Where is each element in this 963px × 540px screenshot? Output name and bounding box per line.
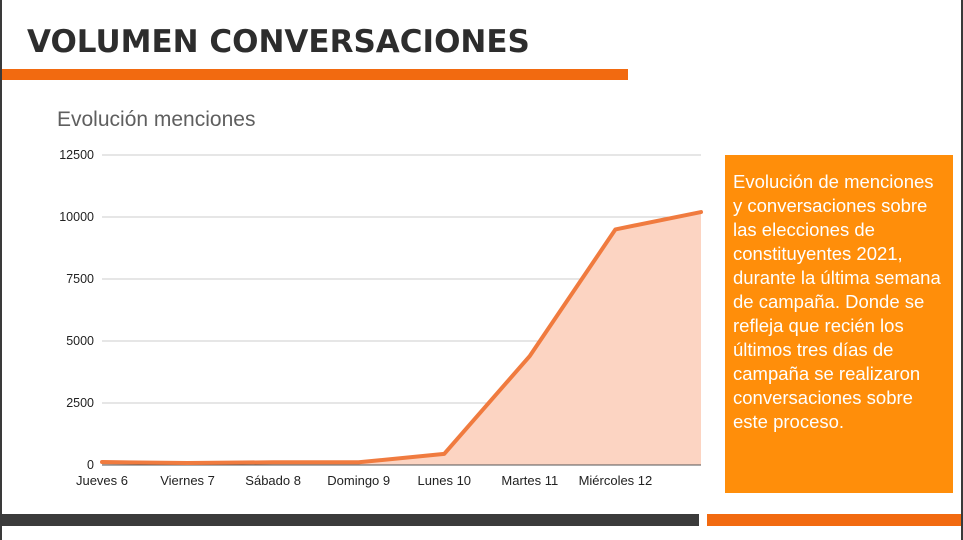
x-tick-label-3: Domingo 9: [327, 473, 390, 488]
x-tick-label-0: Jueves 6: [76, 473, 128, 488]
footer-bar-orange: [707, 514, 961, 526]
slide-frame-right: [961, 0, 963, 540]
slide-frame-left: [0, 0, 2, 540]
series-line: [100, 210, 703, 466]
x-tick-label-2: Sábado 8: [245, 473, 301, 488]
callout-box: Evolución de menciones y conversaciones …: [725, 155, 953, 493]
y-tick-label-0: 0: [87, 458, 94, 472]
callout-text: Evolución de menciones y conversaciones …: [733, 171, 941, 432]
footer-bar-dark: [2, 514, 699, 526]
y-tick-label-1: 2500: [66, 396, 94, 410]
title-underline: [2, 69, 628, 80]
y-tick-label-4: 10000: [59, 210, 94, 224]
y-tick-label-3: 7500: [66, 272, 94, 286]
x-tick-label-6: Miércoles 12: [579, 473, 653, 488]
y-tick-label-5: 12500: [59, 148, 94, 162]
chart-title: Evolución menciones: [57, 108, 256, 131]
y-tick-label-2: 5000: [66, 334, 94, 348]
x-tick-label-5: Martes 11: [501, 473, 558, 488]
series-area-fill: [102, 212, 701, 465]
slide-title: VOLUMEN CONVERSACIONES: [27, 24, 530, 60]
x-tick-label-1: Viernes 7: [160, 473, 215, 488]
x-tick-label-4: Lunes 10: [418, 473, 472, 488]
